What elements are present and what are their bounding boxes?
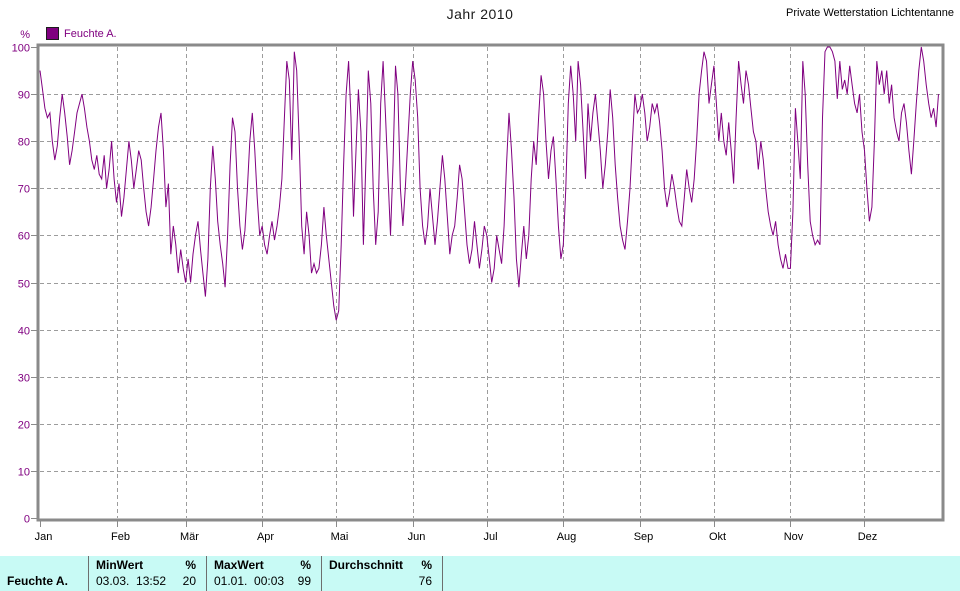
durchschnitt-header: Durchschnitt [329,558,404,572]
x-tick-label: Mai [331,531,349,543]
x-tick-label: Jan [35,531,53,543]
page-title: Jahr 2010 [446,6,514,22]
legend: Feuchte A. [46,27,117,40]
y-tick-label: 40 [18,326,30,338]
y-tick-label: 70 [18,184,30,196]
durchschnitt-unit: % [421,558,432,572]
y-tick-label: 30 [18,373,30,385]
humidity-line-chart: 0 10 20 30 40 50 60 70 80 90 100% Jan Feb Mär Apr Mai Ju… [12,29,945,543]
maxwert-unit: % [300,558,311,572]
stats-col-rowlabel: Feuchte A. [0,556,88,591]
y-tick-label: 20 [18,420,30,432]
y-tick-label: 100 [12,43,30,55]
x-tick-label: Sep [634,531,654,543]
humidity-series-line [39,46,939,321]
x-tick-label: Jul [483,531,497,543]
maxwert-datetime: 01.01. 00:03 [214,574,285,588]
stats-col-empty [442,556,960,591]
maxwert-value: 99 [297,574,311,588]
durchschnitt-value: 76 [418,574,432,588]
legend-color-swatch [46,27,59,40]
x-tick-label: Dez [858,531,878,543]
minwert-header: MinWert [96,558,144,572]
y-tick-label: 80 [18,137,30,149]
x-tick-label: Apr [257,531,274,543]
x-tick-label: Mär [180,531,199,543]
stats-col-maxwert: MaxWert % 01.01. 00:03 99 [206,556,321,591]
minwert-unit: % [185,558,196,572]
stats-col-durchschnitt: Durchschnitt % 76 [321,556,442,591]
minwert-value: 20 [182,574,196,588]
y-tick-label: 90 [18,90,30,102]
maxwert-header: MaxWert [214,558,264,572]
y-axis-unit-label: % [20,29,30,41]
minwert-datetime: 03.03. 13:52 [96,574,167,588]
plot-border [36,43,945,522]
x-tick-label: Feb [111,531,130,543]
y-tick-label: 50 [18,279,30,291]
stats-row-label: Feuchte A. [7,574,68,588]
stats-header-empty [0,556,88,573]
x-tick-label: Nov [784,531,804,543]
x-tick-label: Okt [709,531,726,543]
station-name-label: Private Wetterstation Lichtentanne [786,7,954,19]
stats-col-minwert: MinWert % 03.03. 13:52 20 [88,556,206,591]
y-tick-label: 0 [24,514,30,526]
x-tick-label: Aug [557,531,577,543]
x-tick-label: Jun [408,531,426,543]
stats-table: Feuchte A. MinWert % 03.03. 13:52 20 Max… [0,556,960,591]
y-tick-label: 10 [18,467,30,479]
y-tick-label: 60 [18,231,30,243]
legend-label: Feuchte A. [64,27,117,40]
